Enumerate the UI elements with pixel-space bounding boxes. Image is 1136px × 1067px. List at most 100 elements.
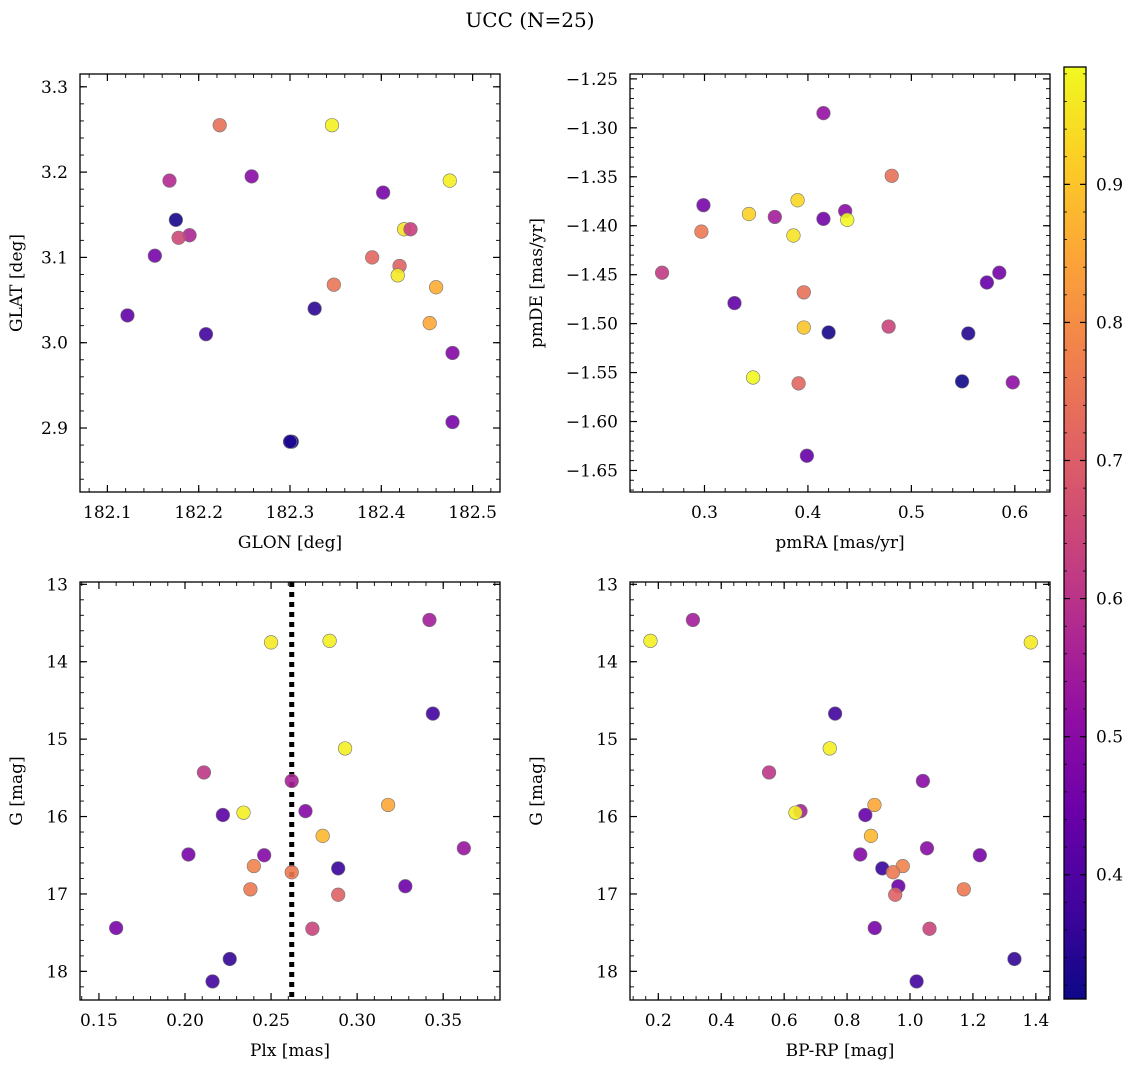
data-point-21 (109, 920, 124, 936)
y-tick-label: 14 (596, 653, 618, 673)
data-point-7 (381, 797, 396, 813)
data-point-8 (403, 222, 418, 237)
data-point-21 (954, 374, 970, 389)
g-y-axis-label: G [mag] (7, 756, 27, 825)
data-point-20 (331, 887, 346, 902)
x-tick-label: 0.5 (898, 503, 925, 523)
x-tick-label: 0.4 (794, 503, 821, 523)
x-tick-label: 0.20 (166, 1011, 204, 1031)
data-point-0 (212, 118, 227, 133)
data-point-3 (828, 706, 843, 721)
y-tick-label: 17 (596, 885, 618, 905)
plx-g-panel: 0.15 0.20 0.25 0.30 0.35 13 14 15 16 17 18 Plx [mas… (7, 575, 501, 1061)
y-tick-label: −1.25 (566, 70, 618, 90)
data-point-16 (428, 280, 444, 295)
data-point-15 (326, 277, 341, 292)
data-point-24 (205, 974, 220, 989)
colorbar: 0.4 0.5 0.6 0.7 0.8 0.9 (1063, 66, 1123, 1000)
figure-title: UCC (N=25) (465, 8, 594, 32)
x-tick-label: 0.6 (771, 1011, 798, 1031)
data-point-14 (972, 848, 987, 863)
data-point-5 (761, 765, 777, 780)
colorbar-tick-label: 0.5 (1096, 728, 1123, 748)
pmde-y-axis-label: pmDE [mas/yr] (527, 218, 547, 348)
y-tick-label: 3.3 (41, 78, 68, 98)
y-tick-label: 18 (46, 962, 68, 982)
data-point-22 (305, 921, 320, 936)
x-tick-label: 0.6 (1001, 503, 1028, 523)
y-tick-label: −1.50 (566, 315, 618, 335)
y-tick-label: 14 (46, 653, 68, 673)
data-point-19 (243, 882, 258, 897)
x-tick-label: 0.4 (708, 1011, 735, 1031)
x-tick-label: 0.2 (645, 1011, 672, 1031)
data-point-12 (992, 265, 1007, 280)
colorbar-tick-label: 0.8 (1096, 313, 1123, 333)
data-point-12 (919, 841, 935, 856)
colorbar-tick-label: 0.4 (1096, 866, 1123, 886)
plx-x-axis-label: Plx [mas] (250, 1041, 330, 1061)
axes-frame (629, 73, 1051, 493)
data-point-0 (816, 106, 831, 121)
colorbar-gradient (1064, 67, 1086, 999)
bp-rp-x-axis-label: BP-RP [mag] (786, 1041, 895, 1061)
y-tick-label: 2.9 (41, 419, 68, 439)
x-tick-label: 182.4 (357, 503, 406, 523)
data-point-2 (244, 169, 259, 184)
data-point-22 (922, 921, 937, 936)
axes-frame (629, 581, 1051, 1001)
data-point-11 (654, 265, 670, 280)
x-tick-label: 1.4 (1022, 1011, 1049, 1031)
color-magnitude-panel: 0.2 0.4 0.6 0.8 1.0 1.2 1.4 13 14 15 16 17 18 BP-RP [… (527, 575, 1051, 1061)
y-tick-label: −1.65 (566, 461, 618, 481)
x-tick-label: 182.1 (83, 503, 132, 523)
x-tick-label: 0.30 (338, 1011, 376, 1031)
data-point-13 (181, 847, 196, 862)
data-point-17 (885, 865, 901, 880)
data-point-1 (322, 633, 337, 648)
data-point-16 (331, 861, 346, 876)
y-tick-label: −1.60 (566, 413, 618, 433)
data-point-12 (365, 250, 380, 265)
data-point-16 (881, 319, 896, 334)
y-tick-label: 16 (596, 808, 618, 828)
data-point-14 (390, 268, 405, 283)
colorbar-tick-label: 0.6 (1096, 590, 1123, 610)
glat-y-axis-label: GLAT [deg] (7, 234, 27, 332)
data-point-9 (694, 224, 709, 239)
y-tick-label: −1.35 (566, 168, 618, 188)
y-tick-label: −1.55 (566, 364, 618, 384)
data-point-1 (324, 118, 340, 133)
data-point-20 (746, 370, 761, 385)
x-tick-label: 0.35 (424, 1011, 462, 1031)
data-point-21 (867, 920, 882, 936)
y-tick-label: −1.30 (566, 119, 618, 139)
data-point-14 (796, 285, 811, 300)
data-point-7 (867, 797, 882, 813)
data-point-4 (822, 741, 837, 756)
y-tick-label: 16 (46, 808, 68, 828)
data-point-15 (727, 295, 742, 311)
pmra-pmde-panel: 0.3 0.4 0.5 0.6 −1.65 −1.60 −1.55 −1.50 −1.45 −1.… (527, 70, 1051, 553)
data-point-6 (284, 773, 299, 789)
data-point-24 (799, 448, 814, 463)
data-point-10 (858, 807, 873, 823)
x-tick-label: 182.5 (448, 503, 497, 523)
data-point-3 (696, 198, 711, 213)
data-point-11 (315, 828, 330, 843)
data-point-21 (445, 345, 460, 361)
data-point-2 (263, 635, 279, 650)
x-tick-label: 1.0 (896, 1011, 923, 1031)
x-tick-label: 0.25 (252, 1011, 290, 1031)
data-point-17 (796, 320, 811, 335)
data-point-24 (909, 974, 924, 989)
data-point-9 (236, 805, 251, 820)
y-tick-label: 15 (46, 730, 68, 750)
glon-glat-panel: 182.1 182.2 182.3 182.4 182.5 2.9 3.0 3.1 3.2 3.3… (7, 73, 501, 553)
data-point-3 (425, 706, 440, 721)
glon-x-axis-label: GLON [deg] (238, 533, 342, 553)
data-point-15 (246, 858, 261, 874)
data-point-19 (956, 882, 971, 897)
data-point-14 (257, 848, 272, 863)
